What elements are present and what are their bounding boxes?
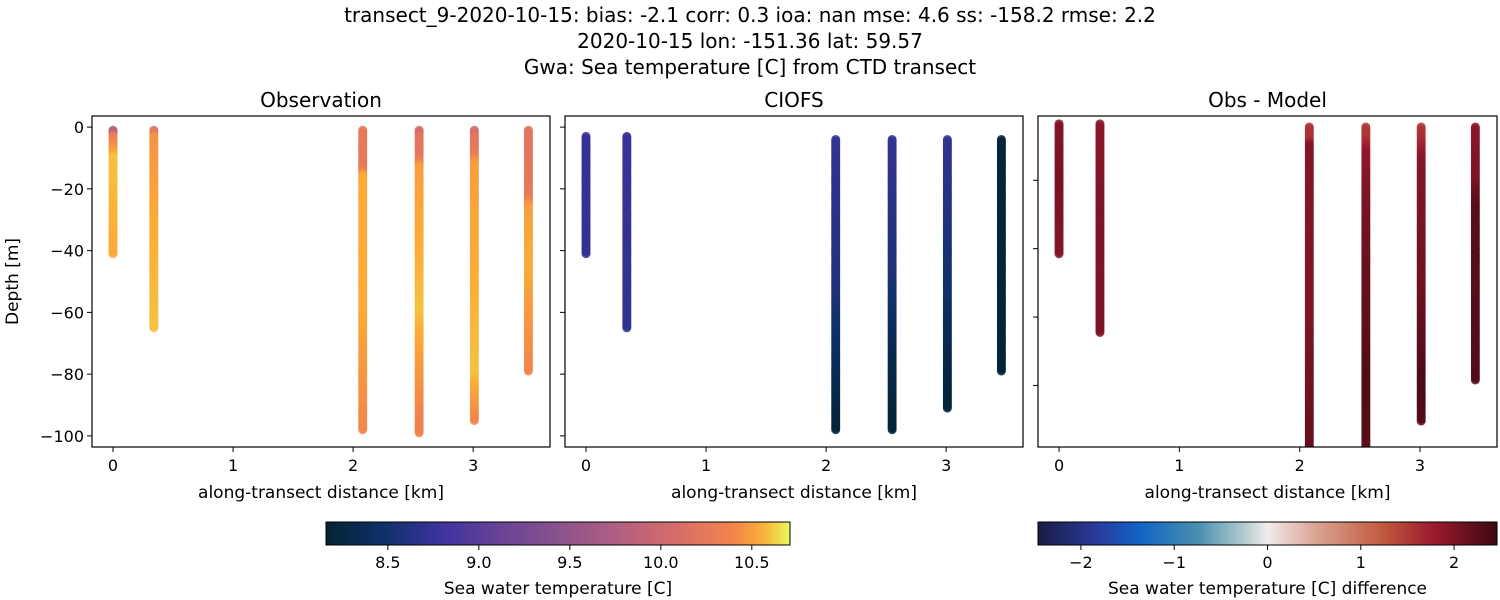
profile-1 — [581, 131, 591, 259]
x-tick-label: 3 — [1415, 456, 1425, 475]
data-point — [1416, 416, 1426, 426]
profile-2 — [1095, 119, 1105, 337]
profile-3 — [831, 134, 841, 435]
profile-6 — [1470, 122, 1480, 385]
colorbar-1: 8.5 9.0 9.5 10.0 10.5 Sea water temperature [… — [325, 521, 791, 599]
subplot-title: CIOFS — [764, 88, 823, 112]
data-point — [108, 249, 118, 259]
x-tick-label: 0 — [581, 456, 591, 475]
colorbar-tick-label: 0 — [1262, 553, 1272, 572]
y-tick-label: −100 — [40, 427, 84, 446]
data-point — [358, 425, 368, 435]
subplot-1: Observation 0 1 2 3 along-transect distance [… — [3, 88, 551, 503]
data-point — [1095, 327, 1105, 337]
data-point — [581, 249, 591, 259]
data-points — [1054, 119, 1480, 447]
data-point — [1304, 442, 1314, 447]
colorbar-tick-label: −2 — [1069, 553, 1093, 572]
subplot-title: Obs - Model — [1208, 88, 1327, 112]
data-point — [887, 425, 897, 435]
profile-5 — [942, 134, 952, 413]
x-tick-label: 0 — [108, 456, 118, 475]
colorbar-tick-label: 1 — [1356, 553, 1366, 572]
y-tick-label: −40 — [50, 242, 84, 261]
x-tick-label: 1 — [701, 456, 711, 475]
subplot-3: Obs - Model 0 1 2 3 along-transect distance [… — [1033, 88, 1498, 503]
data-point — [996, 366, 1006, 376]
x-tick-label: 2 — [348, 456, 358, 475]
data-point — [1361, 442, 1371, 447]
figure-title-line-3: Gwa: Sea temperature [C] from CTD transe… — [524, 55, 976, 79]
profile-5 — [469, 125, 479, 425]
data-points — [108, 125, 533, 438]
y-axis-label: Depth [m] — [3, 238, 23, 325]
x-tick-label: 1 — [1174, 456, 1184, 475]
data-point — [622, 323, 632, 333]
profile-2 — [622, 131, 632, 333]
data-points — [581, 131, 1006, 435]
profile-1 — [108, 125, 118, 259]
profile-6 — [996, 134, 1006, 376]
colorbar-tick-label: 9.0 — [466, 553, 491, 572]
x-tick-label: 0 — [1054, 456, 1064, 475]
colorbar-gradient — [325, 521, 791, 546]
profile-3 — [1304, 122, 1314, 447]
data-point — [149, 323, 159, 333]
profile-3 — [358, 125, 368, 435]
data-point — [942, 403, 952, 413]
x-tick-label: 2 — [821, 456, 831, 475]
x-axis-label: along-transect distance [km] — [198, 483, 444, 503]
colorbar-tick-label: 2 — [1449, 553, 1459, 572]
x-axis-label: along-transect distance [km] — [671, 483, 917, 503]
x-tick-label: 3 — [941, 456, 951, 475]
x-tick-label: 1 — [228, 456, 238, 475]
profile-4 — [414, 125, 424, 438]
data-point — [523, 366, 533, 376]
axes-frame — [564, 115, 1024, 448]
y-tick-label: −60 — [50, 303, 84, 322]
profile-5 — [1416, 122, 1426, 426]
colorbar-label: Sea water temperature [C] difference — [1108, 579, 1427, 599]
colorbar-tick-label: −1 — [1162, 553, 1186, 572]
x-tick-label: 2 — [1295, 456, 1305, 475]
profile-4 — [1361, 122, 1371, 447]
figure-title-line-2: 2020-10-15 lon: -151.36 lat: 59.57 — [577, 29, 923, 53]
y-tick-label: 0 — [74, 118, 84, 137]
colorbar-tick-label: 10.5 — [734, 553, 770, 572]
colorbar-tick-label: 9.5 — [557, 553, 582, 572]
data-point — [1470, 375, 1480, 385]
data-point — [414, 428, 424, 438]
colorbar-tick-label: 10.0 — [643, 553, 679, 572]
profile-1 — [1054, 119, 1064, 259]
figure-title-line-1: transect_9-2020-10-15: bias: -2.1 corr: … — [344, 3, 1156, 27]
x-tick-label: 3 — [468, 456, 478, 475]
colorbar-label: Sea water temperature [C] — [444, 579, 672, 599]
axes-frame — [91, 115, 551, 448]
profile-4 — [887, 134, 897, 435]
profile-6 — [523, 125, 533, 376]
data-point — [1054, 249, 1064, 259]
colorbar-2: −2 −1 0 1 2 Sea water temperature [C] differe… — [1037, 521, 1498, 599]
colorbar-gradient — [1037, 521, 1498, 546]
data-point — [469, 415, 479, 425]
colorbar-tick-label: 8.5 — [375, 553, 400, 572]
subplot-title: Observation — [260, 88, 382, 112]
profile-2 — [149, 125, 159, 333]
axes-frame — [1037, 115, 1498, 448]
data-point — [831, 425, 841, 435]
subplot-2: CIOFS 0 1 2 3 along-transect distance [km] — [560, 88, 1024, 503]
y-tick-label: −20 — [50, 180, 84, 199]
x-axis-label: along-transect distance [km] — [1145, 483, 1391, 503]
y-tick-label: −80 — [50, 365, 84, 384]
